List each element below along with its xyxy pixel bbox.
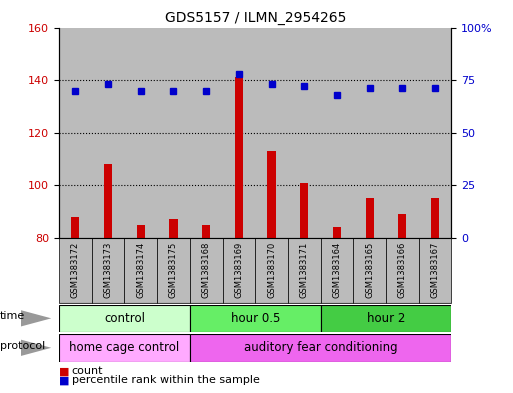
- Text: ■: ■: [59, 375, 69, 386]
- Bar: [431, 198, 439, 238]
- Bar: [190, 28, 223, 238]
- Text: hour 2: hour 2: [367, 312, 405, 325]
- Text: protocol: protocol: [0, 341, 45, 351]
- Bar: [288, 28, 321, 238]
- Text: auditory fear conditioning: auditory fear conditioning: [244, 341, 398, 354]
- Bar: [366, 198, 374, 238]
- Bar: [202, 225, 210, 238]
- Bar: [353, 238, 386, 303]
- Title: GDS5157 / ILMN_2954265: GDS5157 / ILMN_2954265: [165, 11, 346, 25]
- Bar: [92, 28, 124, 238]
- Bar: [59, 305, 190, 332]
- Bar: [157, 28, 190, 238]
- Text: home cage control: home cage control: [69, 341, 180, 354]
- Bar: [157, 238, 190, 303]
- Text: GSM1383169: GSM1383169: [234, 242, 243, 298]
- Text: GSM1383168: GSM1383168: [202, 242, 211, 298]
- Text: GSM1383175: GSM1383175: [169, 242, 178, 298]
- Bar: [353, 28, 386, 238]
- Text: GSM1383165: GSM1383165: [365, 242, 374, 298]
- Bar: [92, 238, 125, 303]
- Text: GSM1383170: GSM1383170: [267, 242, 276, 298]
- Bar: [386, 238, 419, 303]
- Text: GSM1383171: GSM1383171: [300, 242, 309, 298]
- Text: hour 0.5: hour 0.5: [230, 312, 280, 325]
- Bar: [59, 334, 190, 362]
- Bar: [255, 28, 288, 238]
- Bar: [104, 164, 112, 238]
- Text: GSM1383172: GSM1383172: [71, 242, 80, 298]
- Bar: [136, 225, 145, 238]
- Bar: [223, 28, 255, 238]
- Bar: [235, 77, 243, 238]
- Bar: [255, 238, 288, 303]
- Polygon shape: [21, 340, 51, 356]
- Bar: [300, 183, 308, 238]
- Bar: [124, 238, 157, 303]
- Bar: [419, 238, 451, 303]
- Bar: [398, 214, 406, 238]
- Bar: [386, 28, 419, 238]
- Text: percentile rank within the sample: percentile rank within the sample: [72, 375, 260, 386]
- Text: GSM1383173: GSM1383173: [104, 242, 112, 298]
- Text: count: count: [72, 366, 103, 376]
- Bar: [71, 217, 80, 238]
- Bar: [190, 305, 321, 332]
- Bar: [190, 238, 223, 303]
- Text: control: control: [104, 312, 145, 325]
- Bar: [419, 28, 451, 238]
- Bar: [59, 238, 92, 303]
- Bar: [124, 28, 157, 238]
- Bar: [190, 334, 451, 362]
- Bar: [267, 151, 275, 238]
- Bar: [288, 238, 321, 303]
- Bar: [169, 219, 177, 238]
- Bar: [59, 28, 92, 238]
- Polygon shape: [21, 310, 51, 327]
- Text: GSM1383167: GSM1383167: [430, 242, 440, 298]
- Text: GSM1383164: GSM1383164: [332, 242, 342, 298]
- Text: time: time: [0, 311, 25, 321]
- Text: GSM1383166: GSM1383166: [398, 242, 407, 298]
- Bar: [321, 28, 353, 238]
- Bar: [333, 227, 341, 238]
- Text: GSM1383174: GSM1383174: [136, 242, 145, 298]
- Bar: [223, 238, 255, 303]
- Bar: [321, 305, 451, 332]
- Bar: [321, 238, 353, 303]
- Text: ■: ■: [59, 366, 69, 376]
